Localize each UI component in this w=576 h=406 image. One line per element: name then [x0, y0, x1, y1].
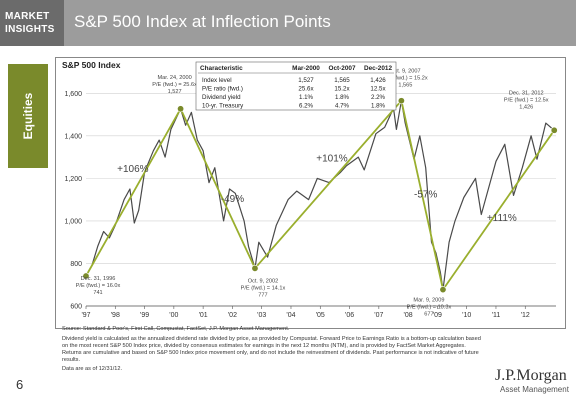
inflection-label: 677 — [424, 312, 433, 318]
footnote-line-3: Returns are cumulative and based on S&P … — [62, 350, 479, 356]
data-asof-note: Data are as of 12/31/12. — [62, 366, 123, 372]
percent-change-annotation: +101% — [316, 153, 348, 164]
percent-change-annotation: +111% — [487, 213, 517, 224]
table-header-cell: Oct-2007 — [329, 65, 356, 72]
table-cell: 12.5x — [370, 86, 386, 93]
inflection-point-marker — [82, 272, 90, 280]
x-tick-label: '99 — [140, 312, 149, 319]
market-insights-badge: MARKET INSIGHTS — [0, 0, 64, 46]
percent-change-annotation: -49% — [221, 194, 244, 205]
inflection-label: 741 — [93, 290, 102, 296]
sp500-series-line — [85, 100, 555, 291]
y-tick-label: 1,200 — [64, 176, 82, 183]
y-tick-label: 600 — [70, 304, 82, 311]
inflection-label: 777 — [258, 292, 267, 298]
inflection-label: Mar. 24, 2000 — [157, 75, 191, 81]
x-tick-label: '06 — [345, 312, 354, 319]
y-tick-label: 1,400 — [64, 133, 82, 140]
table-cell: 1,527 — [298, 77, 314, 84]
x-tick-label: '12 — [521, 312, 530, 319]
x-tick-label: '03 — [257, 312, 266, 319]
inflection-point-marker — [439, 286, 447, 294]
inflection-label: P/E (fwd.) = 10.3x — [407, 305, 452, 311]
x-tick-label: '05 — [316, 312, 325, 319]
y-tick-label: 1,600 — [64, 91, 82, 98]
x-tick-label: '10 — [462, 312, 471, 319]
inflection-label: P/E (fwd.) = 16.0x — [76, 283, 121, 289]
chart-frame — [55, 57, 566, 329]
inflection-label: Oct. 9, 2007 — [390, 69, 420, 75]
table-cell: P/E ratio (fwd.) — [202, 86, 243, 93]
jpmorgan-logo: J.P.Morgan — [495, 367, 567, 384]
percent-change-annotation: +106% — [117, 164, 149, 175]
table-cell: 4.7% — [335, 103, 350, 110]
table-cell: 1.8% — [335, 94, 350, 101]
chart-title: S&P 500 Index — [62, 60, 121, 70]
inflection-label: P/E (fwd.) = 12.5x — [504, 97, 549, 103]
page-title: S&P 500 Index at Inflection Points — [74, 12, 331, 31]
table-cell: 25.6x — [298, 86, 314, 93]
footnote-line-1: Dividend yield is calculated as the annu… — [62, 336, 481, 342]
inflection-label: 1,565 — [398, 83, 412, 89]
y-tick-label: 1,000 — [64, 218, 82, 225]
table-cell: Index level — [202, 77, 232, 84]
table-cell: 1,426 — [370, 77, 386, 84]
table-cell: 1,565 — [334, 77, 350, 84]
characteristics-table — [195, 61, 397, 111]
inflection-label: Dec. 31, 2012 — [509, 90, 544, 96]
table-header-cell: Characteristic — [200, 65, 243, 72]
x-tick-label: '08 — [404, 312, 413, 319]
inflection-label: 1,527 — [168, 89, 182, 95]
header-bar: MARKET INSIGHTS S&P 500 Index at Inflect… — [0, 0, 576, 46]
inflection-label: P/E (fwd.) = 14.1x — [241, 285, 286, 291]
percent-change-annotation: -57% — [414, 190, 437, 201]
table-cell: 1.8% — [371, 103, 386, 110]
table-header-cell: Mar-2000 — [292, 65, 320, 72]
inflection-label: Mar. 9, 2009 — [413, 298, 444, 304]
table-cell: 2.2% — [371, 94, 386, 101]
x-tick-label: '02 — [228, 312, 237, 319]
x-tick-label: '04 — [286, 312, 295, 319]
inflection-point-marker — [251, 264, 259, 272]
table-cell: 10-yr. Treasury — [202, 103, 244, 110]
x-tick-label: '09 — [433, 312, 442, 319]
table-cell: 1.1% — [299, 94, 314, 101]
inflection-label: P/E (fwd.) = 15.2x — [383, 76, 428, 82]
source-note: Source: Standard & Poor's, First Call, C… — [62, 326, 290, 332]
x-tick-label: '11 — [492, 312, 501, 319]
table-header-cell: Dec-2012 — [364, 65, 393, 72]
inflection-label: 1,426 — [519, 104, 533, 110]
page-number: 6 — [16, 377, 24, 392]
inflection-point-marker — [550, 126, 558, 134]
inflection-label: P/E (fwd.) = 25.6x — [152, 82, 197, 88]
brand-line-2: INSIGHTS — [5, 24, 55, 35]
x-tick-label: '98 — [111, 312, 120, 319]
brand-line-1: MARKET — [5, 11, 50, 22]
x-tick-label: '97 — [81, 312, 90, 319]
inflection-trend-line — [85, 98, 555, 292]
table-cell: 15.2x — [334, 86, 350, 93]
side-tab-equities: Equities — [8, 64, 48, 168]
footnote-line-4: results. — [62, 357, 81, 363]
x-tick-label: '01 — [199, 312, 208, 319]
inflection-point-marker — [177, 105, 185, 113]
footnote-line-2: on the most recent S&P 500 Index price, … — [62, 343, 466, 349]
x-tick-label: '00 — [169, 312, 178, 319]
table-cell: 6.2% — [299, 103, 314, 110]
logo-subtitle: Asset Management — [500, 385, 569, 394]
inflection-label: Oct. 9, 2002 — [248, 278, 278, 284]
x-tick-label: '07 — [374, 312, 383, 319]
inflection-label: Dec. 31, 1996 — [81, 276, 116, 282]
inflection-point-marker — [397, 97, 405, 105]
y-tick-label: 800 — [70, 261, 82, 268]
table-cell: Dividend yield — [202, 94, 241, 101]
